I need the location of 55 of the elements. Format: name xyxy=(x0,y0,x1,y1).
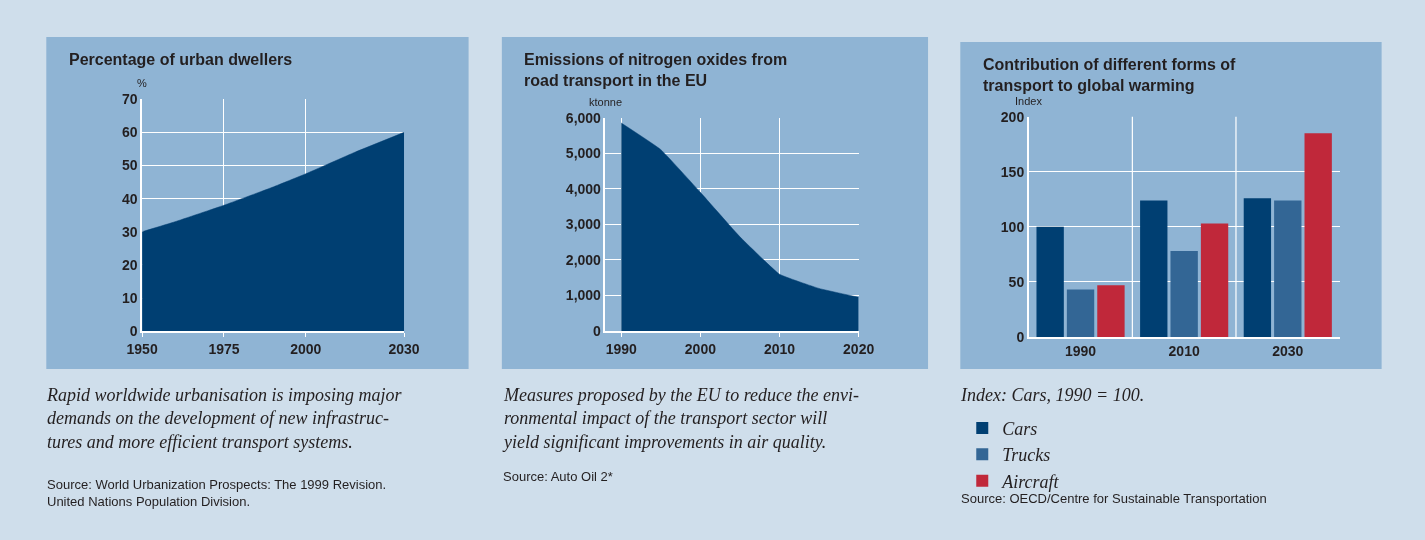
bar xyxy=(1274,200,1302,337)
y-tick-label: 10 xyxy=(121,289,138,306)
y-tick-label: 100 xyxy=(1000,218,1025,235)
y-tick-label: 50 xyxy=(121,157,138,174)
bar xyxy=(1140,200,1168,337)
y-axis-title: Index xyxy=(1015,95,1043,107)
x-tick-label: 2010 xyxy=(763,340,796,357)
y-tick-label: 0 xyxy=(593,323,602,340)
x-tick-label: 2030 xyxy=(388,340,420,357)
source-note: Source: Auto Oil 2* xyxy=(503,469,613,484)
x-tick-label: 1990 xyxy=(1064,342,1097,359)
text: Measures proposed by the EU to reduce the envi- ronmental impact of the transport sector will yield significant improvements in air quality. xyxy=(502,385,859,452)
bar xyxy=(1170,251,1198,337)
y-tick-label: 5,000 xyxy=(565,145,602,162)
chart-title: Percentage of urban dwellers xyxy=(69,51,293,68)
chart-title: Emissions of nitrogen oxides from road transport in the EU xyxy=(524,51,788,89)
y-tick-label: 3,000 xyxy=(565,216,602,233)
x-tick-label: 1990 xyxy=(605,340,638,357)
text: Rapid worldwide urbanisation is imposing major demands on the development of new infrastruc- tures and more efficient transport systems. xyxy=(46,385,403,452)
y-tick-label: 150 xyxy=(1000,163,1025,180)
y-tick-label: 4,000 xyxy=(565,180,602,197)
legend-label: Aircraft xyxy=(1001,471,1060,492)
y-tick-label: 200 xyxy=(1000,108,1025,125)
chart-title: Contribution of different forms of transport to global warming xyxy=(983,56,1237,94)
source-note: Source: OECD/Centre for Sustainable Transportation xyxy=(961,491,1267,506)
bar xyxy=(1200,223,1229,337)
y-tick-label: 70 xyxy=(121,91,138,108)
y-tick-label: 2,000 xyxy=(565,251,602,268)
y-tick-label: 0 xyxy=(129,323,138,340)
x-tick-label: 2000 xyxy=(684,340,717,357)
y-axis-title: ktonne xyxy=(589,96,623,108)
bar xyxy=(1066,289,1095,337)
bar xyxy=(1304,133,1332,337)
bar xyxy=(1243,198,1272,337)
legend-label: Trucks xyxy=(1002,445,1051,466)
y-tick-label: 40 xyxy=(121,190,138,207)
source-note: Source: World Urbanization Prospects: The 1999 Revision. United Nations Population Division. xyxy=(47,477,387,509)
y-axis-title: % xyxy=(137,77,147,89)
x-tick-label: 2020 xyxy=(843,340,875,357)
bar xyxy=(1097,285,1125,337)
legend-label: Cars xyxy=(1002,418,1038,439)
text: Index: Cars, 1990 = 100. xyxy=(960,385,1145,405)
y-tick-label: 1,000 xyxy=(565,287,602,304)
y-tick-label: 6,000 xyxy=(565,109,602,126)
y-tick-label: 0 xyxy=(1016,328,1025,345)
x-tick-label: 2010 xyxy=(1168,342,1200,359)
x-tick-label: 1975 xyxy=(208,340,240,357)
x-tick-label: 1950 xyxy=(126,340,158,357)
x-tick-label: 2000 xyxy=(290,340,322,357)
y-tick-label: 20 xyxy=(121,256,138,273)
y-tick-label: 30 xyxy=(121,223,138,240)
bar xyxy=(1036,226,1064,337)
x-tick-label: 2030 xyxy=(1272,342,1304,359)
y-tick-label: 60 xyxy=(121,124,138,141)
y-tick-label: 50 xyxy=(1008,273,1025,290)
